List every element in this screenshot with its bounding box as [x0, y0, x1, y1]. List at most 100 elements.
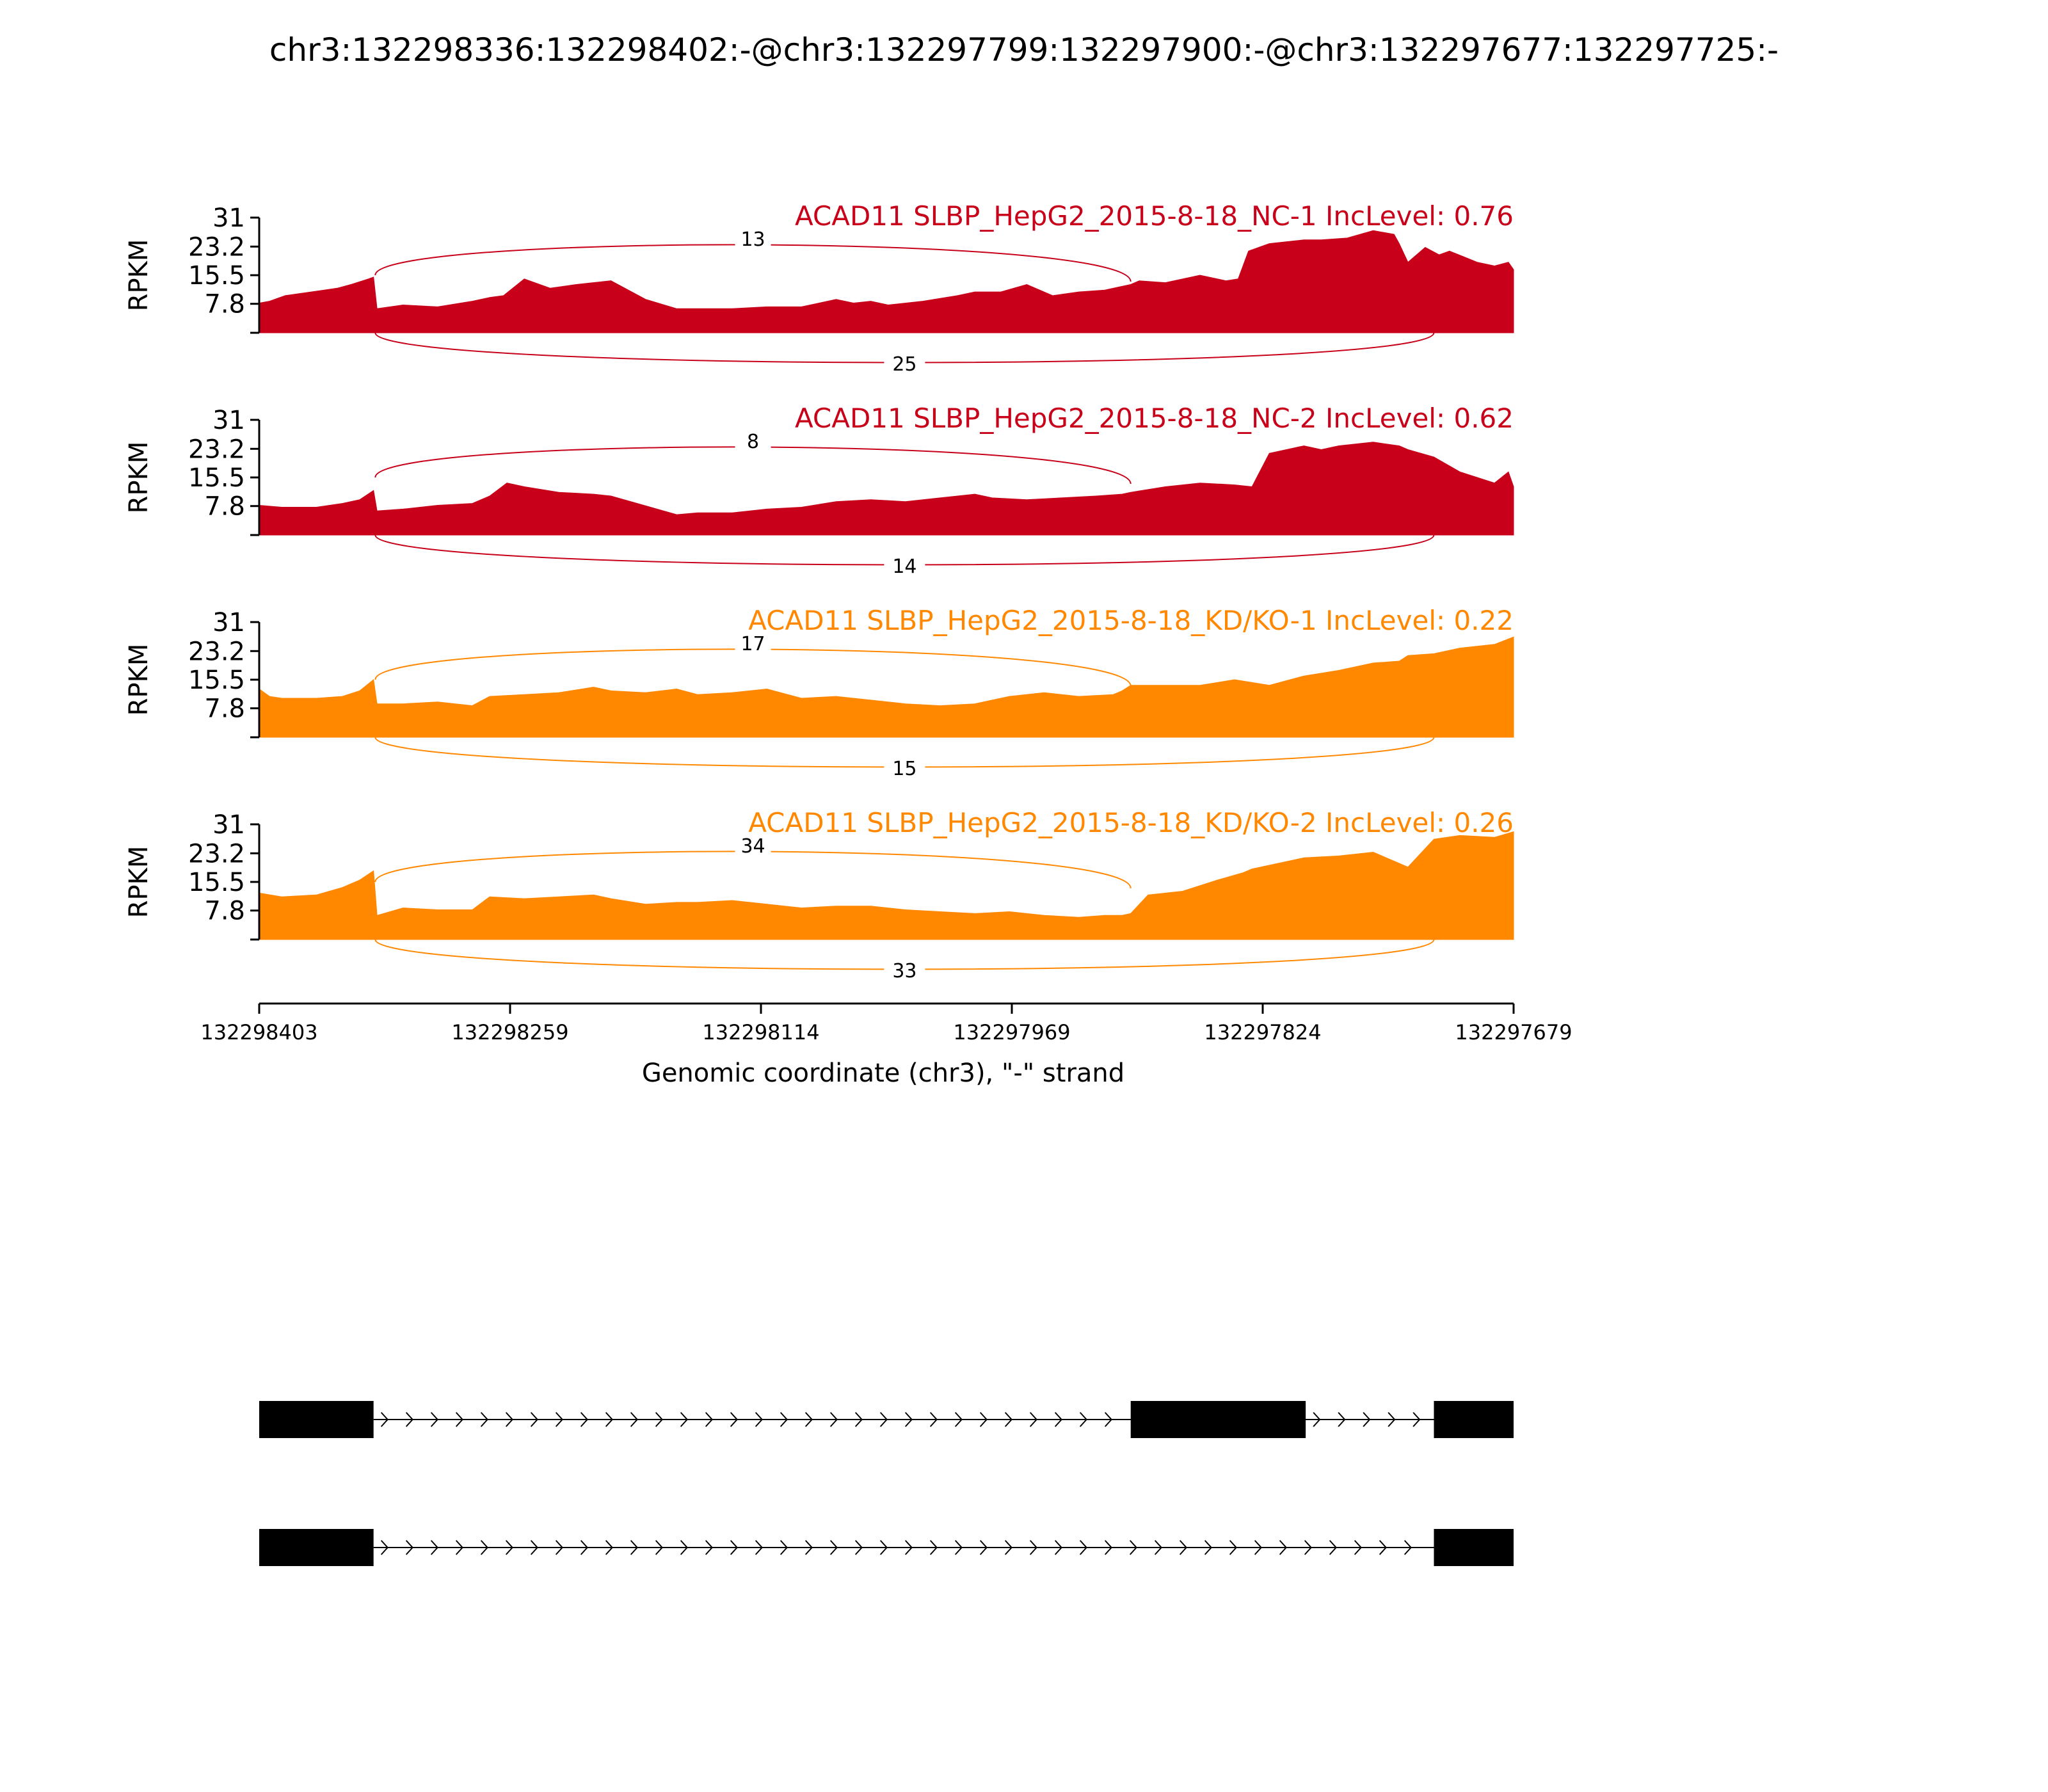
strand-chevron	[1079, 1540, 1088, 1555]
strand-chevron	[680, 1412, 689, 1427]
strand-chevron	[1404, 1540, 1412, 1555]
coverage-area	[259, 442, 1514, 536]
strand-chevron	[1004, 1540, 1013, 1555]
strand-chevron	[1412, 1412, 1421, 1427]
strand-chevron	[804, 1412, 813, 1427]
strand-chevron	[705, 1540, 714, 1555]
strand-chevron	[380, 1540, 389, 1555]
strand-chevron	[879, 1540, 888, 1555]
strand-chevron	[1304, 1540, 1313, 1555]
strand-chevron	[755, 1540, 764, 1555]
exon-block	[1130, 1401, 1306, 1438]
strand-chevron	[1363, 1412, 1371, 1427]
strand-chevron	[1229, 1540, 1238, 1555]
strand-chevron	[405, 1540, 414, 1555]
junction-label-bg	[735, 834, 771, 857]
strand-chevron	[854, 1540, 863, 1555]
strand-chevron	[1388, 1412, 1396, 1427]
x-tick-label: 132298259	[451, 1020, 568, 1044]
y-tick-label: 31	[212, 810, 245, 840]
exon-block	[259, 1529, 374, 1566]
strand-chevron	[1204, 1540, 1213, 1555]
junction-label-bg	[735, 429, 771, 452]
junction-count: 14	[892, 556, 916, 578]
strand-chevron	[829, 1540, 838, 1555]
strand-chevron	[780, 1412, 788, 1427]
strand-chevron	[1154, 1540, 1163, 1555]
strand-chevron	[430, 1412, 439, 1427]
x-tick-label: 132298114	[702, 1020, 819, 1044]
y-axis-label: RPKM	[124, 644, 154, 716]
junction-count: 34	[740, 835, 765, 858]
strand-chevron	[455, 1540, 464, 1555]
y-tick-label: 23.2	[188, 232, 245, 262]
y-tick-label: 31	[212, 406, 245, 435]
x-tick-label: 132297969	[953, 1020, 1070, 1044]
strand-chevron	[929, 1540, 938, 1555]
strand-chevron	[1279, 1540, 1288, 1555]
coverage-area	[259, 636, 1514, 738]
strand-chevron	[1079, 1412, 1088, 1427]
strand-chevron	[730, 1540, 739, 1555]
x-tick-label: 132297824	[1204, 1020, 1321, 1044]
strand-chevron	[1329, 1540, 1338, 1555]
strand-chevron	[979, 1540, 988, 1555]
strand-chevron	[505, 1540, 514, 1555]
strand-chevron	[705, 1412, 714, 1427]
strand-chevron	[580, 1412, 589, 1427]
strand-chevron	[1254, 1540, 1263, 1555]
strand-chevron	[1104, 1540, 1113, 1555]
junction-label-bg	[884, 959, 925, 982]
strand-chevron	[954, 1412, 963, 1427]
strand-chevron	[655, 1540, 664, 1555]
junction-label-bg	[884, 554, 925, 577]
strand-chevron	[804, 1540, 813, 1555]
junction-count: 15	[892, 758, 916, 780]
strand-chevron	[954, 1540, 963, 1555]
x-axis: 132298403 132298259 132298114 132297969 1322…	[200, 1002, 1572, 1044]
junction-count: 33	[892, 960, 916, 982]
y-tick-label: 31	[212, 204, 245, 233]
y-axis-label: RPKM	[124, 442, 154, 514]
y-tick-label: 15.5	[188, 868, 245, 897]
y-tick-label: 7.8	[204, 694, 245, 724]
junction-count: 17	[740, 633, 765, 655]
strand-chevron	[405, 1412, 414, 1427]
x-tick-label: 132297679	[1455, 1020, 1572, 1044]
junction-label-bg	[735, 632, 771, 655]
series-label: ACAD11 SLBP_HepG2_2015-8-18_NC-1 IncLeve…	[795, 200, 1514, 232]
strand-chevron	[1004, 1412, 1013, 1427]
y-tick-label: 15.5	[188, 261, 245, 291]
strand-chevron	[605, 1540, 614, 1555]
y-axis-label: RPKM	[124, 846, 154, 918]
strand-chevron	[655, 1412, 664, 1427]
strand-chevron	[380, 1412, 389, 1427]
series-label: ACAD11 SLBP_HepG2_2015-8-18_NC-2 IncLeve…	[795, 403, 1514, 434]
y-tick-label: 23.2	[188, 637, 245, 666]
coverage-area	[259, 230, 1514, 333]
strand-chevron	[1338, 1412, 1346, 1427]
strand-chevron	[580, 1540, 589, 1555]
strand-chevron	[1104, 1412, 1113, 1427]
strand-chevron	[780, 1540, 788, 1555]
chart-title: chr3:132298336:132298402:-@chr3:13229779…	[269, 31, 1779, 68]
strand-chevron	[530, 1540, 539, 1555]
strand-chevron	[730, 1412, 739, 1427]
junction-label-bg	[884, 756, 925, 780]
junction-count: 25	[892, 353, 916, 376]
strand-chevron	[1029, 1540, 1038, 1555]
strand-chevron	[555, 1412, 564, 1427]
y-tick-label: 7.8	[204, 290, 245, 319]
transcript-model	[259, 1401, 1514, 1438]
strand-chevron	[929, 1412, 938, 1427]
strand-chevron	[1313, 1412, 1321, 1427]
y-tick-label: 23.2	[188, 435, 245, 464]
strand-chevron	[1029, 1412, 1038, 1427]
strand-chevron	[630, 1412, 639, 1427]
strand-chevron	[1379, 1540, 1388, 1555]
strand-chevron	[854, 1412, 863, 1427]
